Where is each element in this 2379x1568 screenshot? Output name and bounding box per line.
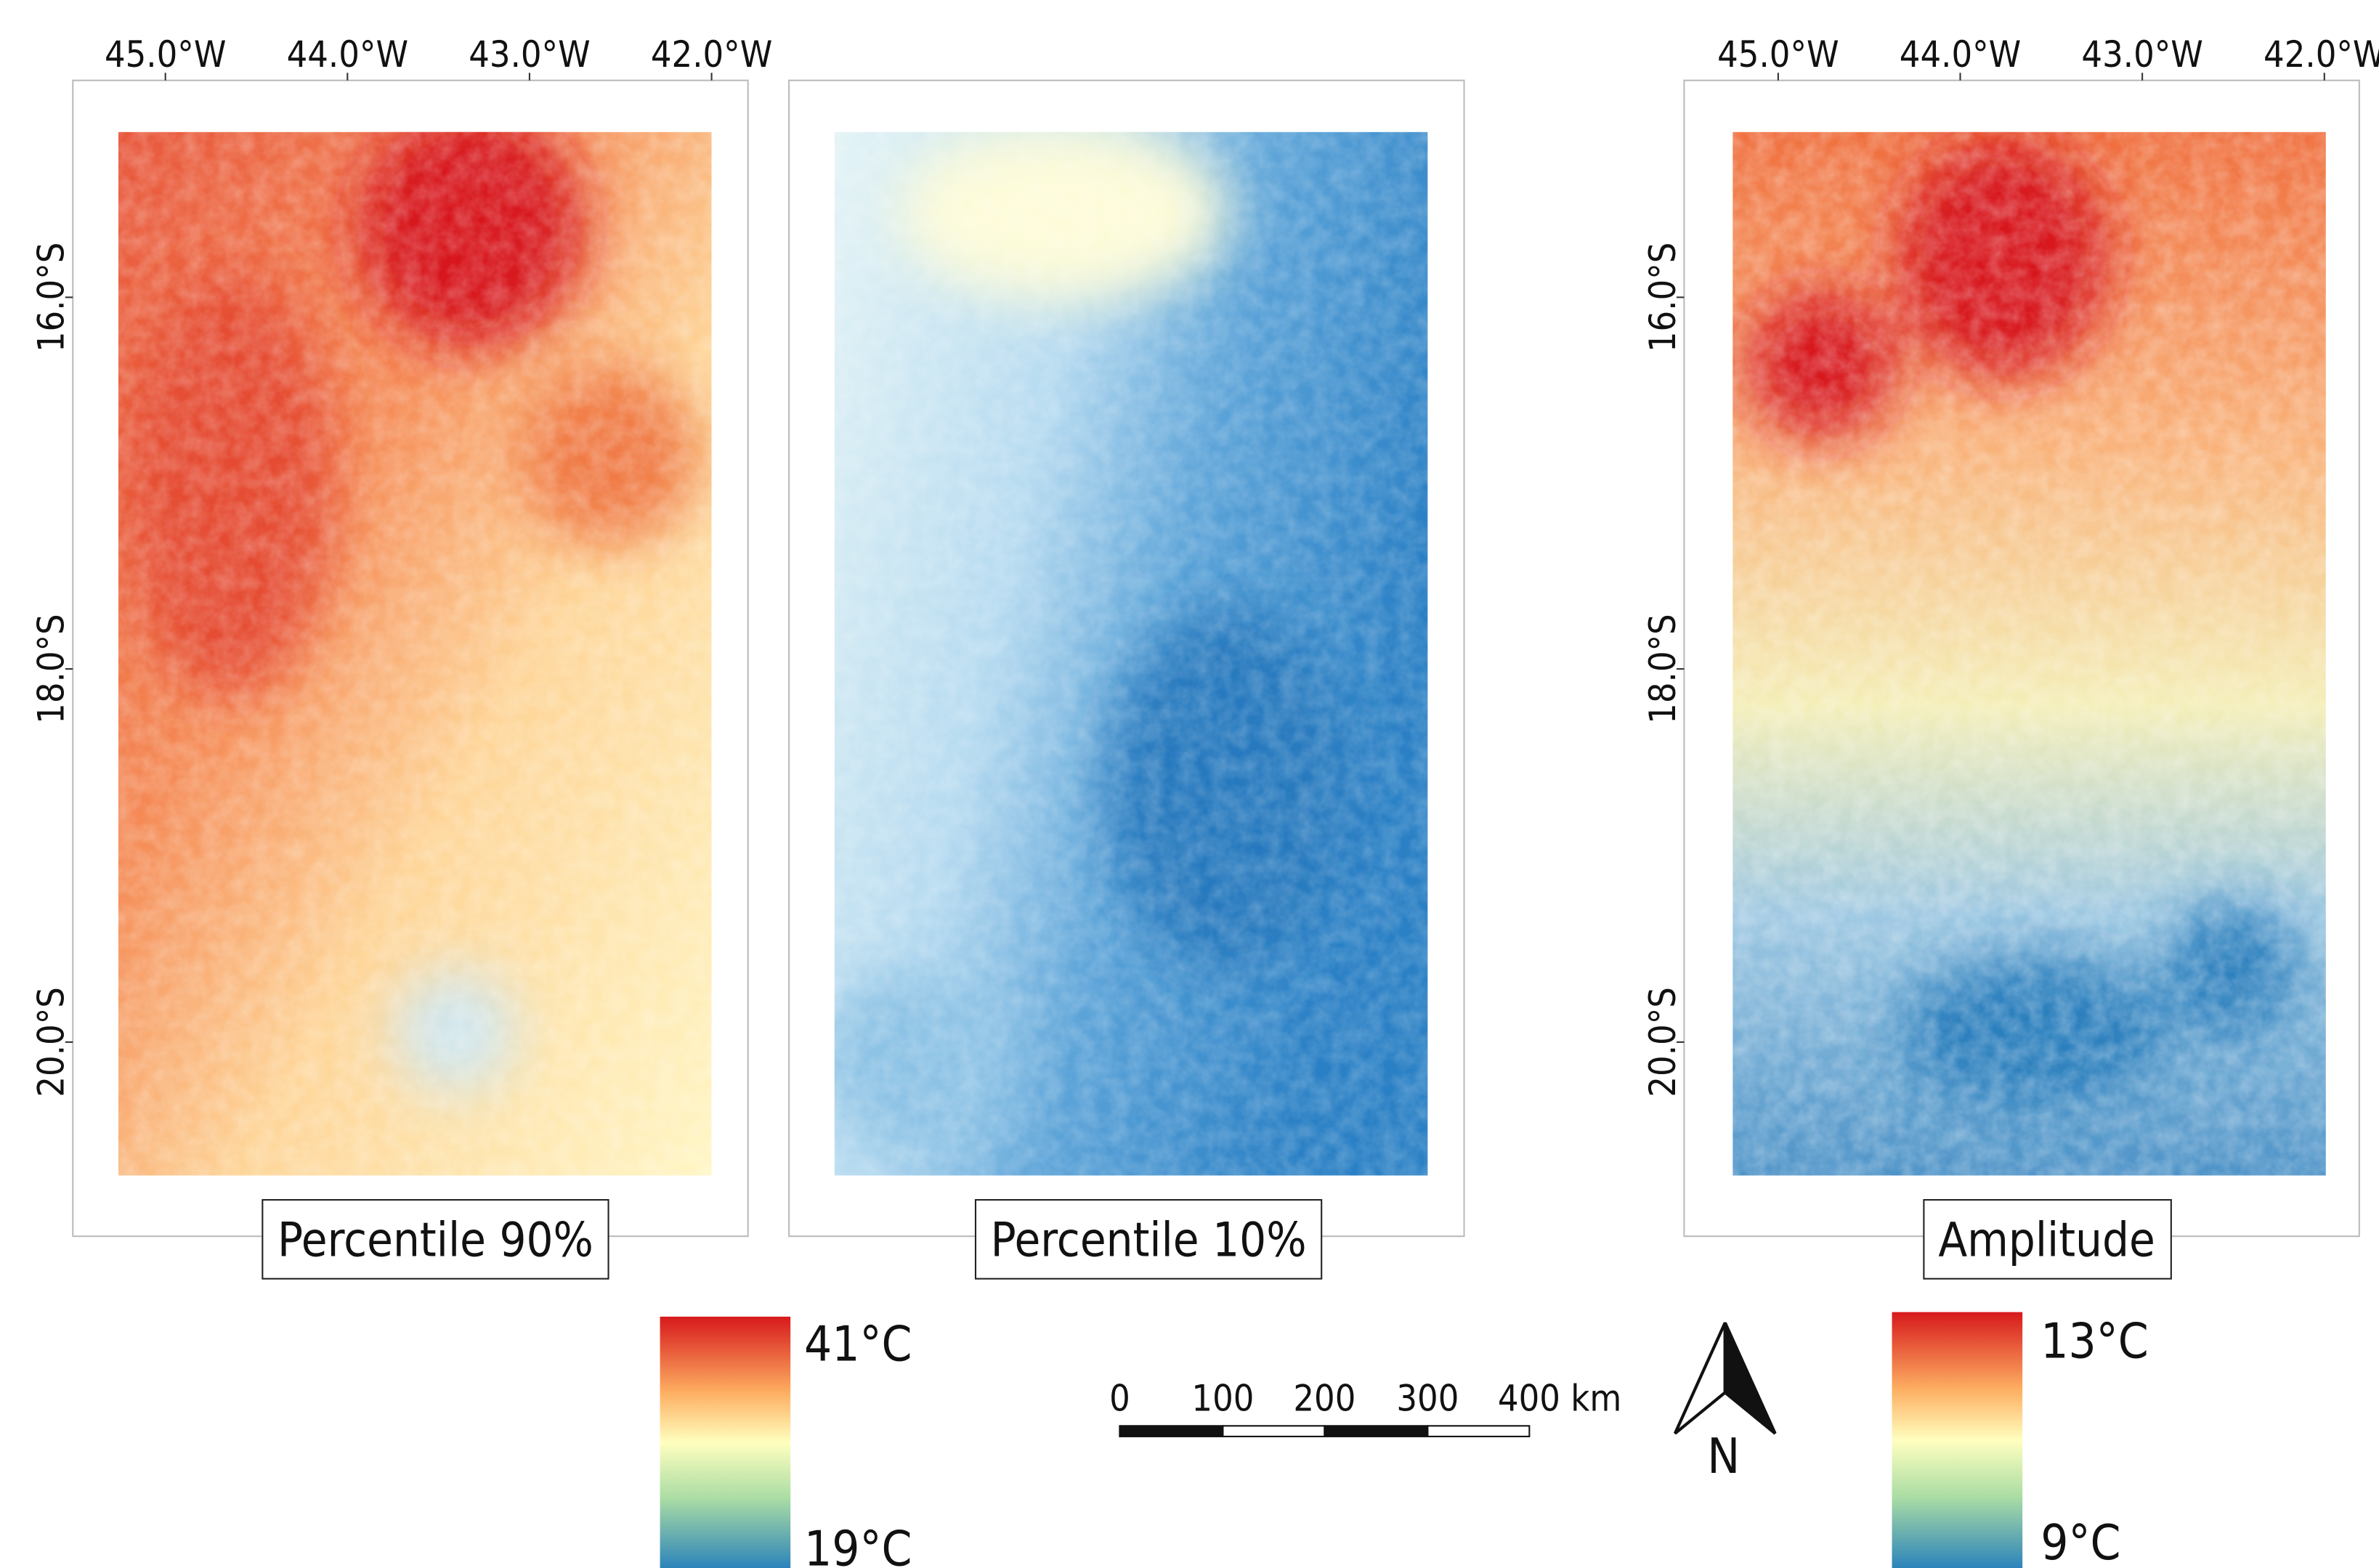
- scale-label: 200: [1293, 1376, 1355, 1419]
- legend-max: 13°C: [2040, 1312, 2149, 1369]
- north-label: N: [1707, 1428, 1740, 1484]
- y-tick-label: 20.0°S: [1641, 987, 1684, 1097]
- y-tick-label: 18.0°S: [30, 614, 73, 724]
- panel-label: Percentile 90%: [277, 1213, 593, 1267]
- raster: [834, 131, 1428, 1176]
- tick-layer: 45.0°W 44.0°W 43.0°W 42.0°W 16.0°S 18.0°S 20.0…: [30, 33, 2379, 1097]
- panel-label: Percentile 10%: [991, 1213, 1307, 1267]
- y-tick-label: 20.0°S: [30, 987, 73, 1097]
- scale-label: 300: [1396, 1376, 1459, 1419]
- legend-min: 19°C: [804, 1520, 912, 1568]
- scale-label: 100: [1191, 1376, 1254, 1419]
- scale-label: 400 km: [1498, 1376, 1621, 1419]
- color-bar: [1892, 1312, 2023, 1568]
- y-tick-label: 16.0°S: [1641, 243, 1684, 353]
- color-bar: [660, 1316, 791, 1568]
- legend-max: 41°C: [804, 1315, 912, 1372]
- x-tick-label: 45.0°W: [105, 33, 226, 76]
- x-tick-label: 45.0°W: [1717, 33, 1839, 76]
- raster: [1732, 131, 2326, 1176]
- y-tick-label: 18.0°S: [1641, 614, 1684, 724]
- north-arrow: [1673, 1322, 1777, 1435]
- panel-label: Amplitude: [1938, 1213, 2155, 1267]
- x-tick-label: 42.0°W: [2264, 33, 2379, 76]
- x-tick-label: 44.0°W: [287, 33, 408, 76]
- y-tick-label: 16.0°S: [30, 243, 73, 353]
- x-tick-label: 44.0°W: [1900, 33, 2021, 76]
- x-tick-label: 42.0°W: [651, 33, 772, 76]
- panel-label-box: [974, 1199, 1323, 1280]
- panel-label-box: [1923, 1199, 2172, 1280]
- scale-labels: 0 100 200 300 400 km: [1109, 1376, 1621, 1419]
- raster: [118, 131, 712, 1176]
- scale-label: 0: [1109, 1376, 1130, 1419]
- legend-min: 9°C: [2040, 1514, 2120, 1568]
- x-tick-label: 43.0°W: [2081, 33, 2202, 76]
- x-tick-label: 43.0°W: [469, 33, 590, 76]
- panel-label-box: [262, 1199, 609, 1280]
- scale-bar: [1119, 1425, 1531, 1437]
